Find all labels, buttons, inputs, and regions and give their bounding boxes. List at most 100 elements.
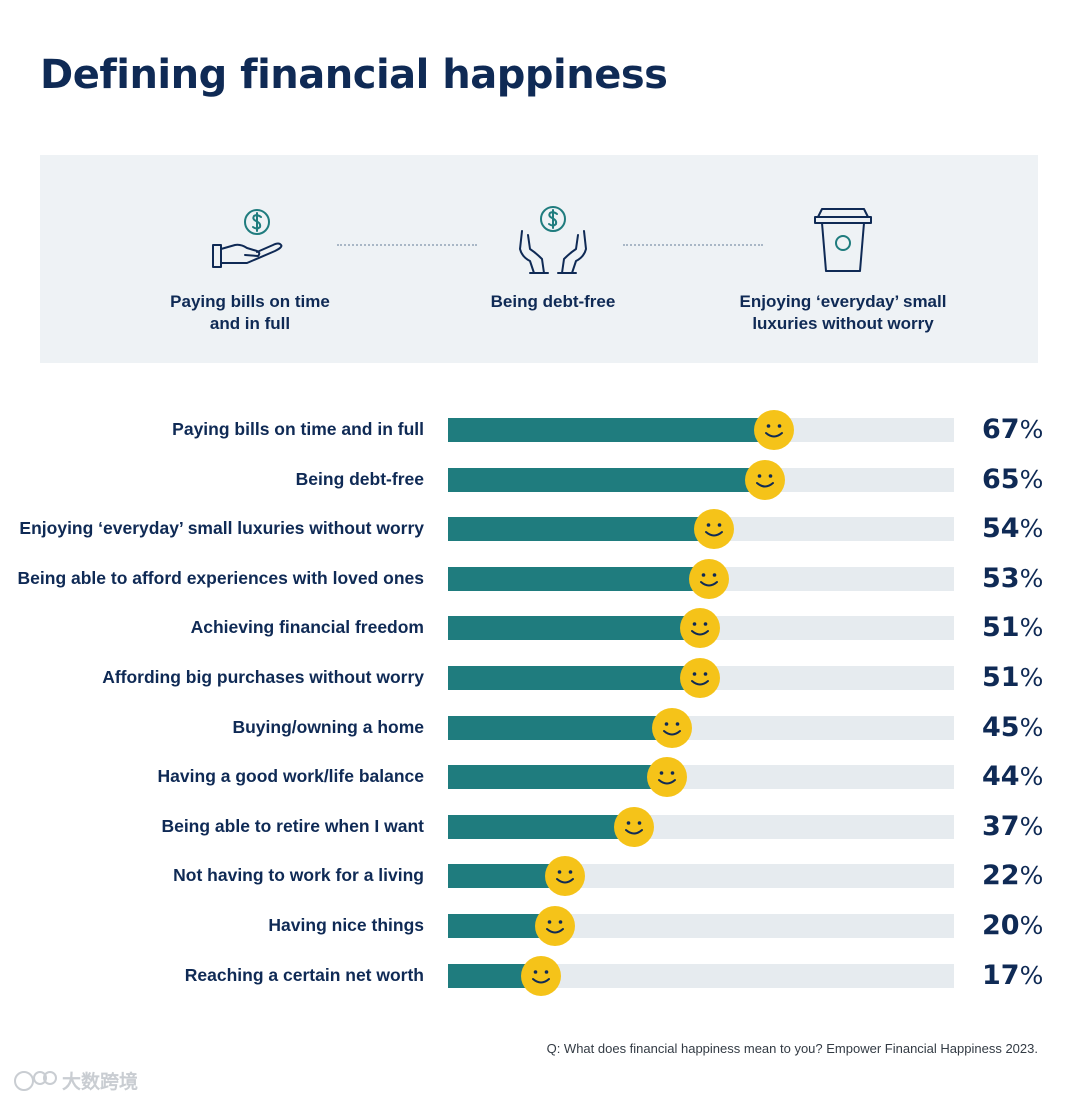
bar-value: 65% (982, 464, 1043, 495)
bar-row: Not having to work for a living 22% (0, 856, 1080, 897)
bar-label: Achieving financial freedom (190, 617, 424, 638)
bar-label: Buying/owning a home (232, 716, 424, 737)
bar-label: Having nice things (268, 915, 424, 935)
bar-value-number: 37 (982, 810, 1020, 842)
bar-row: Reaching a certain net worth 17% (0, 955, 1080, 996)
bar-value: 17% (982, 960, 1043, 991)
bar-value-number: 65 (982, 463, 1020, 495)
page-title: Defining financial happiness (40, 52, 668, 98)
watermark-text: 大数跨境 (62, 1070, 138, 1093)
bar-label: Having a good work/life balance (157, 766, 424, 787)
bar-value-unit: % (1019, 960, 1044, 990)
bar-row: Being able to afford experiences with lo… (0, 558, 1080, 599)
bar-track (448, 608, 954, 649)
bar-value-unit: % (1019, 613, 1044, 643)
bar-label: Affording big purchases without worry (102, 667, 424, 687)
bar-fill (448, 616, 700, 641)
feature-label: Being debt-free (490, 292, 616, 311)
smiley-icon (693, 509, 734, 550)
bar-value-unit: % (1019, 464, 1044, 494)
bar-label: Not having to work for a living (173, 865, 424, 886)
bar-label: Reaching a certain net worth (184, 964, 424, 985)
bar-value-number: 22 (982, 860, 1020, 892)
bar-value-number: 53 (982, 562, 1020, 594)
bar-value: 51% (982, 662, 1043, 693)
bar-track (448, 459, 954, 500)
smiley-icon (688, 558, 729, 599)
bar-row: Paying bills on time and in full 67% (0, 410, 1080, 450)
smiley-icon (521, 955, 562, 996)
bar-value-unit: % (1019, 415, 1044, 444)
bar-value-unit: % (1019, 563, 1044, 593)
smiley-icon (544, 856, 585, 897)
bar-value-number: 17 (982, 959, 1020, 991)
bar-row: Being debt-free 65% (0, 459, 1080, 500)
feature-label: Paying bills on time and in full (170, 292, 330, 333)
bar-fill (448, 814, 635, 839)
bar-value-number: 51 (982, 662, 1020, 693)
bar-fill (448, 467, 765, 492)
bar-value: 22% (982, 860, 1043, 891)
bar-value-number: 51 (982, 612, 1020, 644)
bar-value-number: 20 (982, 910, 1020, 941)
bar-label: Being debt-free (295, 468, 424, 489)
smiley-icon (679, 658, 720, 698)
bar-track (448, 558, 954, 599)
feature-item: Enjoying ‘everyday’ small luxuries withou… (713, 205, 973, 335)
bar-value: 54% (982, 513, 1043, 544)
smiley-icon (535, 906, 576, 946)
bar-track (448, 757, 954, 798)
bar-row: Having a good work/life balance 44% (0, 757, 1080, 798)
coffee-cup-icon (814, 208, 872, 272)
bar-track (448, 707, 954, 748)
source-note: Q: What does financial happiness mean to… (546, 1041, 1038, 1056)
dotted-divider (337, 244, 477, 246)
bar-row: Achieving financial freedom 51% (0, 608, 1080, 649)
smiley-icon (679, 608, 720, 649)
bar-track (448, 955, 954, 996)
bar-track (448, 658, 954, 698)
smiley-icon (651, 707, 692, 748)
bar-row: Buying/owning a home 45% (0, 707, 1080, 748)
smiley-icon (754, 410, 795, 450)
bar-value: 20% (982, 910, 1043, 941)
bar-label: Being able to retire when I want (161, 815, 424, 836)
bar-value: 44% (982, 761, 1043, 792)
bar-track (448, 856, 954, 897)
hands-dollar-icon (519, 206, 587, 274)
bar-value-unit: % (1019, 762, 1044, 792)
feature-panel: Paying bills on time and in full Being de… (40, 155, 1038, 363)
feature-item: Paying bills on time and in full (120, 205, 380, 335)
bar-fill (448, 517, 714, 542)
bar-value-number: 45 (982, 711, 1020, 743)
bar-value-number: 67 (982, 414, 1020, 445)
bar-fill (448, 765, 668, 790)
bar-fill (448, 715, 672, 740)
bar-row: Being able to retire when I want 37% (0, 806, 1080, 847)
bar-value-unit: % (1019, 712, 1044, 742)
bar-value: 45% (982, 712, 1043, 743)
hand-dollar-icon (212, 209, 283, 268)
watermark-logo: 大数跨境 (14, 1070, 138, 1093)
bar-fill (448, 418, 775, 442)
smiley-icon (647, 757, 688, 798)
bar-value: 67% (982, 414, 1043, 445)
bar-value-unit: % (1019, 811, 1044, 841)
feature-item: Being debt-free (423, 205, 683, 313)
bar-value-unit: % (1019, 663, 1044, 692)
bar-label: Paying bills on time and in full (172, 419, 424, 439)
bar-value-unit: % (1019, 514, 1044, 544)
feature-label: Enjoying ‘everyday’ small luxuries withou… (739, 292, 947, 333)
smiley-icon (744, 459, 785, 500)
bar-value-unit: % (1019, 911, 1044, 940)
bar-track (448, 410, 954, 450)
bar-fill (448, 566, 709, 591)
bar-row: Enjoying ‘everyday’ small luxuries witho… (0, 509, 1080, 550)
bar-label: Enjoying ‘everyday’ small luxuries witho… (19, 518, 424, 539)
dotted-divider (623, 244, 763, 246)
bar-value: 51% (982, 612, 1043, 643)
bar-track (448, 906, 954, 946)
bar-value-number: 44 (982, 761, 1020, 793)
bar-fill (448, 666, 700, 690)
bar-track (448, 806, 954, 847)
